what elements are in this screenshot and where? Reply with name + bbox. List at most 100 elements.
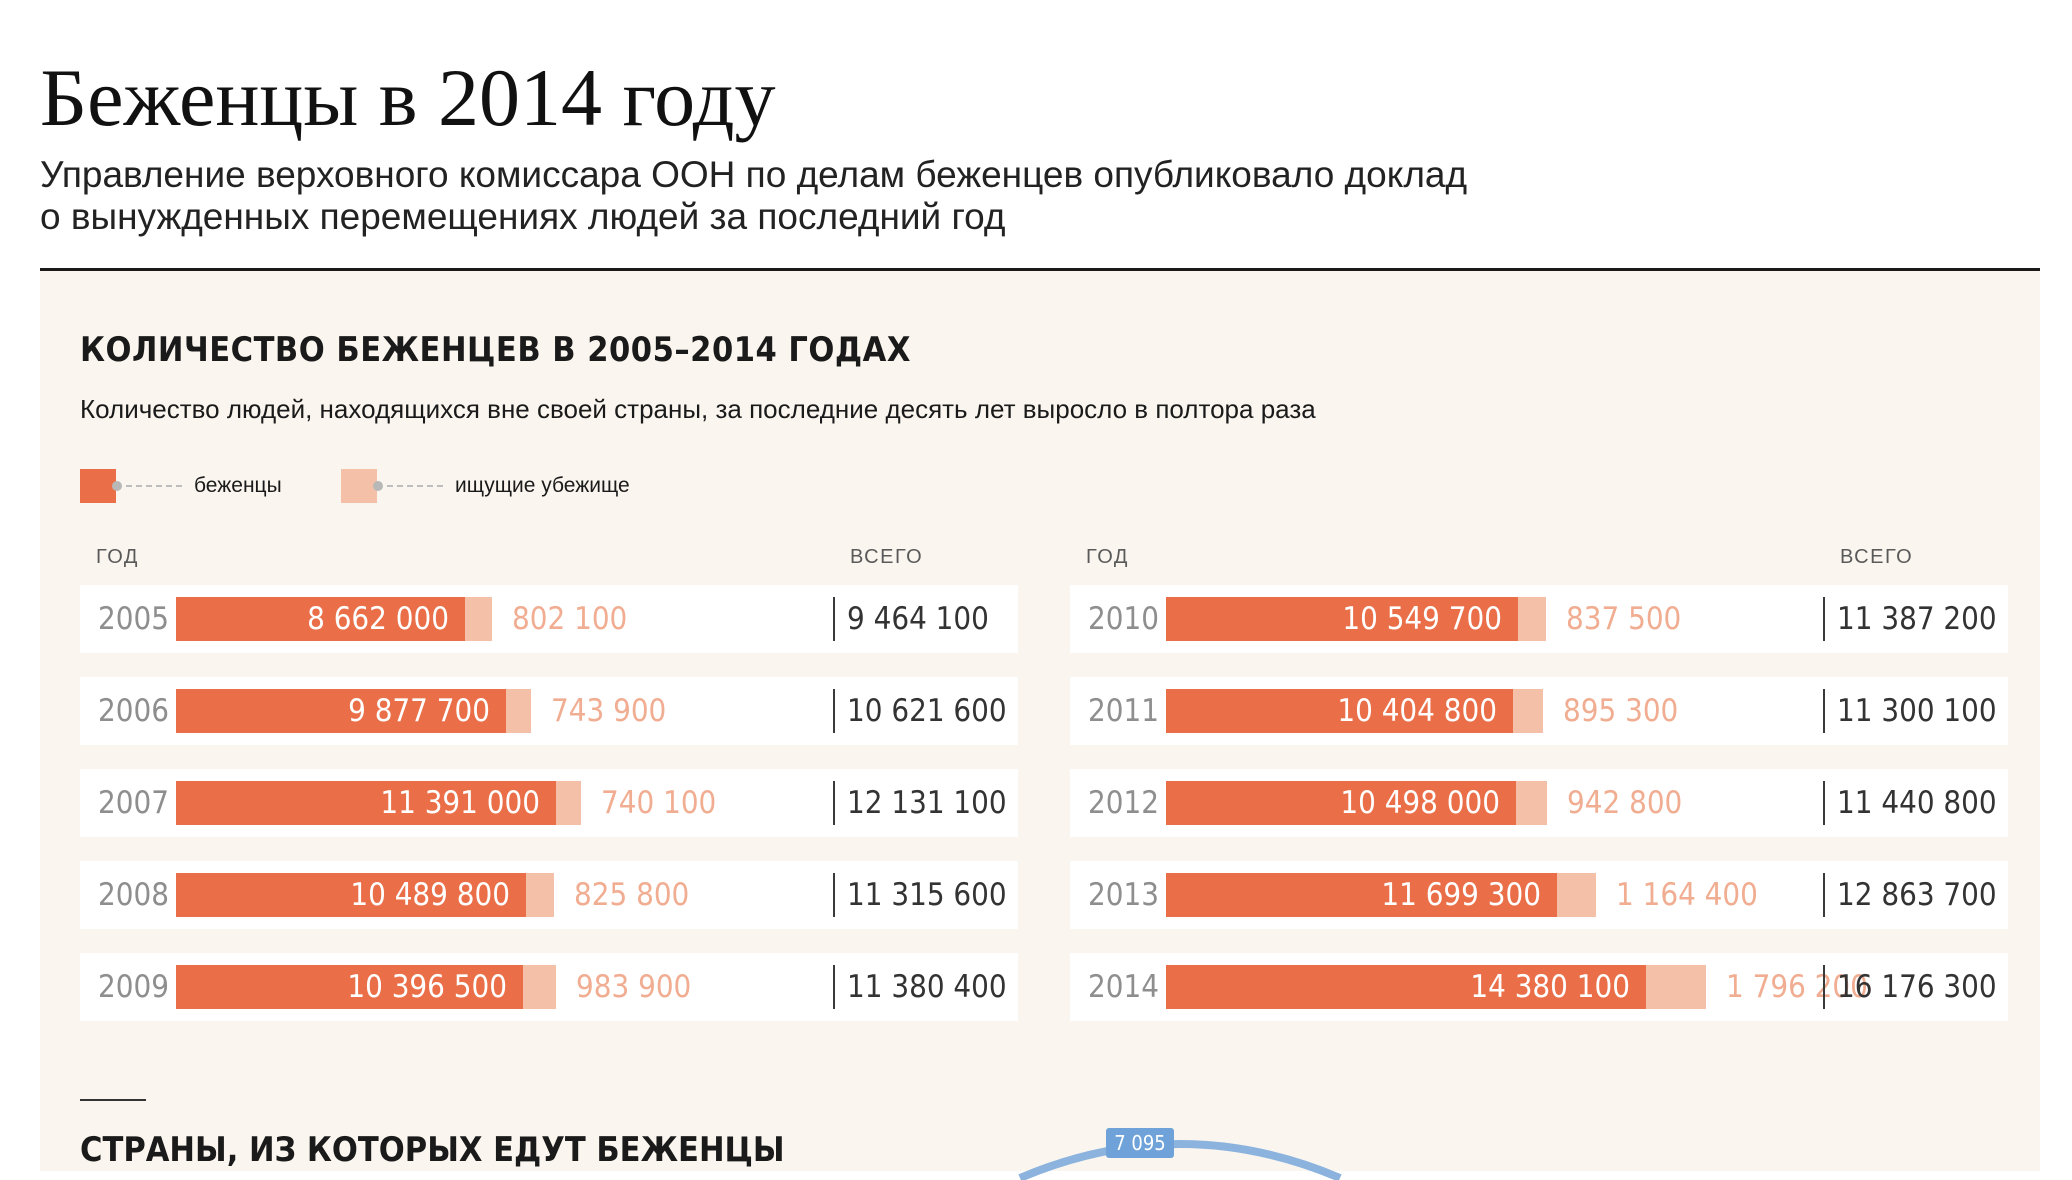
total-value: 11 300 100 bbox=[1837, 693, 1997, 729]
total-separator bbox=[833, 781, 835, 825]
year-label: 2011 bbox=[1088, 693, 1159, 729]
year-label: 2005 bbox=[98, 601, 169, 637]
bar-label-refugees: 14 380 100 bbox=[1470, 969, 1630, 1005]
chart-row: 2005 8 662 000 802 100 9 464 100 bbox=[80, 585, 1018, 653]
chart-row: 2009 10 396 500 983 900 11 380 400 bbox=[80, 953, 1018, 1021]
legend-connector bbox=[126, 485, 182, 487]
total-value: 11 380 400 bbox=[847, 969, 1007, 1005]
bar-label-asylum-seekers: 743 900 bbox=[551, 693, 667, 729]
bar-label-asylum-seekers: 942 800 bbox=[1567, 785, 1683, 821]
bar-label-asylum-seekers: 1 796 200 bbox=[1726, 969, 1868, 1005]
bar-refugees bbox=[1166, 781, 1516, 825]
bar-label-refugees: 8 662 000 bbox=[307, 601, 449, 637]
bar-asylum-seekers bbox=[523, 965, 556, 1009]
column-header-year-right: ГОД bbox=[1086, 546, 1129, 568]
bar-refugees bbox=[176, 689, 506, 733]
year-label: 2010 bbox=[1088, 601, 1159, 637]
bar-asylum-seekers bbox=[1646, 965, 1706, 1009]
total-value: 10 621 600 bbox=[847, 693, 1007, 729]
legend-swatch-asylum-seekers bbox=[341, 469, 383, 503]
header-divider bbox=[40, 268, 2040, 271]
chart-row: 2011 10 404 800 895 300 11 300 100 bbox=[1070, 677, 2008, 745]
bar-refugees bbox=[176, 781, 556, 825]
bar-label-asylum-seekers: 837 500 bbox=[1566, 601, 1682, 637]
map-value-badge: 7 095 bbox=[1106, 1128, 1174, 1158]
total-separator bbox=[833, 873, 835, 917]
total-value: 12 131 100 bbox=[847, 785, 1007, 821]
total-value: 11 387 200 bbox=[1837, 601, 1997, 637]
chart-row: 2006 9 877 700 743 900 10 621 600 bbox=[80, 677, 1018, 745]
chart-row: 2010 10 549 700 837 500 11 387 200 bbox=[1070, 585, 2008, 653]
legend-item-asylum-seekers: ищущие убежище bbox=[341, 469, 630, 503]
section-subtitle-refugee-count: Количество людей, находящихся вне своей … bbox=[80, 394, 1316, 424]
total-separator bbox=[1823, 873, 1825, 917]
bar-refugees bbox=[1166, 873, 1557, 917]
section-title-refugee-count: КОЛИЧЕСТВО БЕЖЕНЦЕВ В 2005–2014 ГОДАХ bbox=[80, 330, 911, 370]
legend-connector bbox=[387, 485, 443, 487]
year-label: 2007 bbox=[98, 785, 169, 821]
legend-label-refugees: беженцы bbox=[194, 474, 282, 497]
bar-asylum-seekers bbox=[1557, 873, 1596, 917]
bar-label-refugees: 10 489 800 bbox=[350, 877, 510, 913]
chart-row: 2007 11 391 000 740 100 12 131 100 bbox=[80, 769, 1018, 837]
bar-asylum-seekers bbox=[556, 781, 581, 825]
year-label: 2009 bbox=[98, 969, 169, 1005]
total-value: 11 440 800 bbox=[1837, 785, 1997, 821]
total-separator bbox=[833, 965, 835, 1009]
total-separator bbox=[833, 597, 835, 641]
column-header-total-right: ВСЕГО bbox=[1840, 546, 1914, 568]
chart-row: 2013 11 699 300 1 164 400 12 863 700 bbox=[1070, 861, 2008, 929]
chart-row: 2014 14 380 100 1 796 200 16 176 300 bbox=[1070, 953, 2008, 1021]
bar-refugees bbox=[1166, 689, 1513, 733]
year-label: 2008 bbox=[98, 877, 169, 913]
bar-refugees bbox=[1166, 965, 1646, 1009]
bar-refugees bbox=[176, 965, 523, 1009]
bar-asylum-seekers bbox=[526, 873, 554, 917]
year-label: 2013 bbox=[1088, 877, 1159, 913]
legend-swatch-refugees bbox=[80, 469, 122, 503]
column-header-total-left: ВСЕГО bbox=[850, 546, 924, 568]
map-arc bbox=[1018, 1140, 1342, 1180]
bar-label-refugees: 10 549 700 bbox=[1342, 601, 1502, 637]
total-separator bbox=[833, 689, 835, 733]
total-value: 12 863 700 bbox=[1837, 877, 1997, 913]
bar-label-asylum-seekers: 895 300 bbox=[1563, 693, 1679, 729]
bar-label-asylum-seekers: 983 900 bbox=[576, 969, 692, 1005]
bar-refugees bbox=[1166, 597, 1518, 641]
total-separator bbox=[1823, 597, 1825, 641]
chart-row: 2012 10 498 000 942 800 11 440 800 bbox=[1070, 769, 2008, 837]
total-separator bbox=[1823, 689, 1825, 733]
year-label: 2006 bbox=[98, 693, 169, 729]
bar-label-asylum-seekers: 740 100 bbox=[601, 785, 717, 821]
bar-asylum-seekers bbox=[1516, 781, 1547, 825]
bar-label-refugees: 11 699 300 bbox=[1381, 877, 1541, 913]
legend-label-asylum-seekers: ищущие убежище bbox=[455, 474, 630, 497]
page-subtitle: Управление верховного комиссара ООН по д… bbox=[40, 154, 1740, 238]
bar-refugees bbox=[176, 597, 465, 641]
column-header-year-left: ГОД bbox=[96, 546, 139, 568]
page-title: Беженцы в 2014 году bbox=[40, 52, 776, 143]
subtitle-line-1: Управление верховного комиссара ООН по д… bbox=[40, 154, 1468, 195]
total-value: 11 315 600 bbox=[847, 877, 1007, 913]
bar-label-refugees: 10 498 000 bbox=[1340, 785, 1500, 821]
total-value: 9 464 100 bbox=[847, 601, 989, 637]
bar-asylum-seekers bbox=[1518, 597, 1546, 641]
subtitle-line-2: о вынужденных перемещениях людей за посл… bbox=[40, 196, 1006, 237]
bar-asylum-seekers bbox=[465, 597, 492, 641]
bar-label-refugees: 9 877 700 bbox=[348, 693, 490, 729]
year-label: 2014 bbox=[1088, 969, 1159, 1005]
total-separator bbox=[1823, 965, 1825, 1009]
total-value: 16 176 300 bbox=[1837, 969, 1997, 1005]
bar-asylum-seekers bbox=[1513, 689, 1543, 733]
legend-item-refugees: беженцы bbox=[80, 469, 282, 503]
section-title-origin-countries: СТРАНЫ, ИЗ КОТОРЫХ ЕДУТ БЕЖЕНЦЫ bbox=[80, 1130, 785, 1170]
bar-asylum-seekers bbox=[506, 689, 531, 733]
bar-label-asylum-seekers: 1 164 400 bbox=[1616, 877, 1758, 913]
bar-label-asylum-seekers: 825 800 bbox=[574, 877, 690, 913]
bar-label-refugees: 10 396 500 bbox=[347, 969, 507, 1005]
bar-label-asylum-seekers: 802 100 bbox=[512, 601, 628, 637]
bar-label-refugees: 11 391 000 bbox=[380, 785, 540, 821]
bar-refugees bbox=[176, 873, 526, 917]
year-label: 2012 bbox=[1088, 785, 1159, 821]
section-divider bbox=[80, 1099, 146, 1101]
